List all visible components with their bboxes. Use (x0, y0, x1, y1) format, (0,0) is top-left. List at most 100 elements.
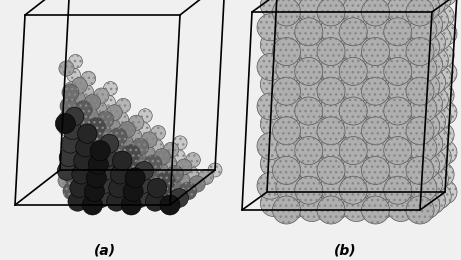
Circle shape (106, 155, 123, 173)
Circle shape (276, 16, 303, 43)
Circle shape (339, 136, 367, 165)
Circle shape (341, 123, 365, 147)
Circle shape (315, 6, 340, 31)
Circle shape (116, 185, 135, 204)
Circle shape (406, 117, 434, 145)
Circle shape (430, 162, 454, 187)
Circle shape (420, 0, 445, 16)
Circle shape (305, 71, 331, 98)
Circle shape (300, 22, 324, 46)
Circle shape (283, 170, 309, 197)
Circle shape (272, 0, 301, 26)
Circle shape (324, 0, 351, 21)
Circle shape (312, 107, 337, 132)
Circle shape (308, 49, 334, 75)
Circle shape (360, 164, 384, 189)
Circle shape (276, 55, 303, 83)
Circle shape (385, 162, 410, 187)
Circle shape (406, 196, 434, 224)
Circle shape (293, 0, 318, 11)
Circle shape (312, 146, 337, 172)
Circle shape (264, 129, 290, 155)
Circle shape (334, 8, 360, 33)
Circle shape (394, 32, 420, 58)
Circle shape (296, 162, 320, 187)
Circle shape (129, 115, 144, 130)
Circle shape (372, 91, 398, 118)
Circle shape (317, 0, 345, 26)
Circle shape (433, 140, 457, 164)
Circle shape (320, 135, 348, 162)
Circle shape (322, 41, 346, 66)
Circle shape (298, 115, 325, 142)
Circle shape (300, 180, 324, 204)
Circle shape (116, 98, 130, 113)
Circle shape (409, 55, 437, 83)
Circle shape (84, 156, 99, 171)
Circle shape (420, 109, 445, 135)
Circle shape (337, 65, 362, 90)
Circle shape (413, 34, 440, 61)
Circle shape (283, 12, 309, 38)
Circle shape (401, 67, 426, 93)
Circle shape (267, 146, 293, 172)
Circle shape (55, 114, 76, 134)
Circle shape (365, 16, 392, 43)
Circle shape (73, 114, 90, 132)
Circle shape (68, 166, 82, 181)
Circle shape (356, 28, 382, 53)
Circle shape (385, 43, 410, 68)
Circle shape (411, 2, 435, 26)
Circle shape (305, 150, 331, 177)
Circle shape (356, 0, 382, 14)
Circle shape (360, 125, 384, 150)
Circle shape (368, 34, 395, 61)
Circle shape (301, 93, 329, 120)
Circle shape (331, 188, 356, 214)
Circle shape (378, 47, 404, 73)
Circle shape (423, 47, 449, 73)
Circle shape (295, 136, 323, 165)
Circle shape (426, 65, 451, 90)
Circle shape (66, 68, 81, 82)
Circle shape (334, 87, 360, 113)
Circle shape (81, 71, 96, 86)
Circle shape (125, 168, 145, 188)
Circle shape (413, 192, 440, 219)
Circle shape (293, 25, 318, 51)
Circle shape (130, 152, 147, 169)
Circle shape (111, 176, 128, 192)
Circle shape (375, 0, 401, 16)
Circle shape (264, 168, 290, 194)
Circle shape (406, 38, 434, 66)
Circle shape (375, 148, 401, 174)
Circle shape (128, 165, 145, 183)
Circle shape (365, 55, 392, 83)
Circle shape (59, 122, 73, 136)
Circle shape (293, 144, 318, 170)
Circle shape (160, 195, 180, 215)
Circle shape (401, 0, 426, 14)
Circle shape (198, 170, 213, 185)
Circle shape (413, 73, 440, 100)
Circle shape (123, 156, 138, 171)
Circle shape (298, 194, 325, 222)
Circle shape (67, 155, 84, 173)
Circle shape (390, 93, 418, 120)
Circle shape (353, 89, 379, 115)
Circle shape (89, 154, 108, 174)
Circle shape (283, 51, 309, 78)
Circle shape (75, 112, 90, 127)
Circle shape (106, 166, 121, 181)
Circle shape (394, 0, 420, 18)
Circle shape (283, 131, 309, 157)
Circle shape (257, 93, 284, 120)
Circle shape (339, 97, 367, 125)
Circle shape (279, 34, 306, 61)
Circle shape (406, 77, 434, 105)
Circle shape (319, 24, 343, 48)
Circle shape (260, 111, 287, 137)
Circle shape (293, 65, 318, 90)
Circle shape (257, 14, 284, 41)
Circle shape (322, 121, 346, 145)
